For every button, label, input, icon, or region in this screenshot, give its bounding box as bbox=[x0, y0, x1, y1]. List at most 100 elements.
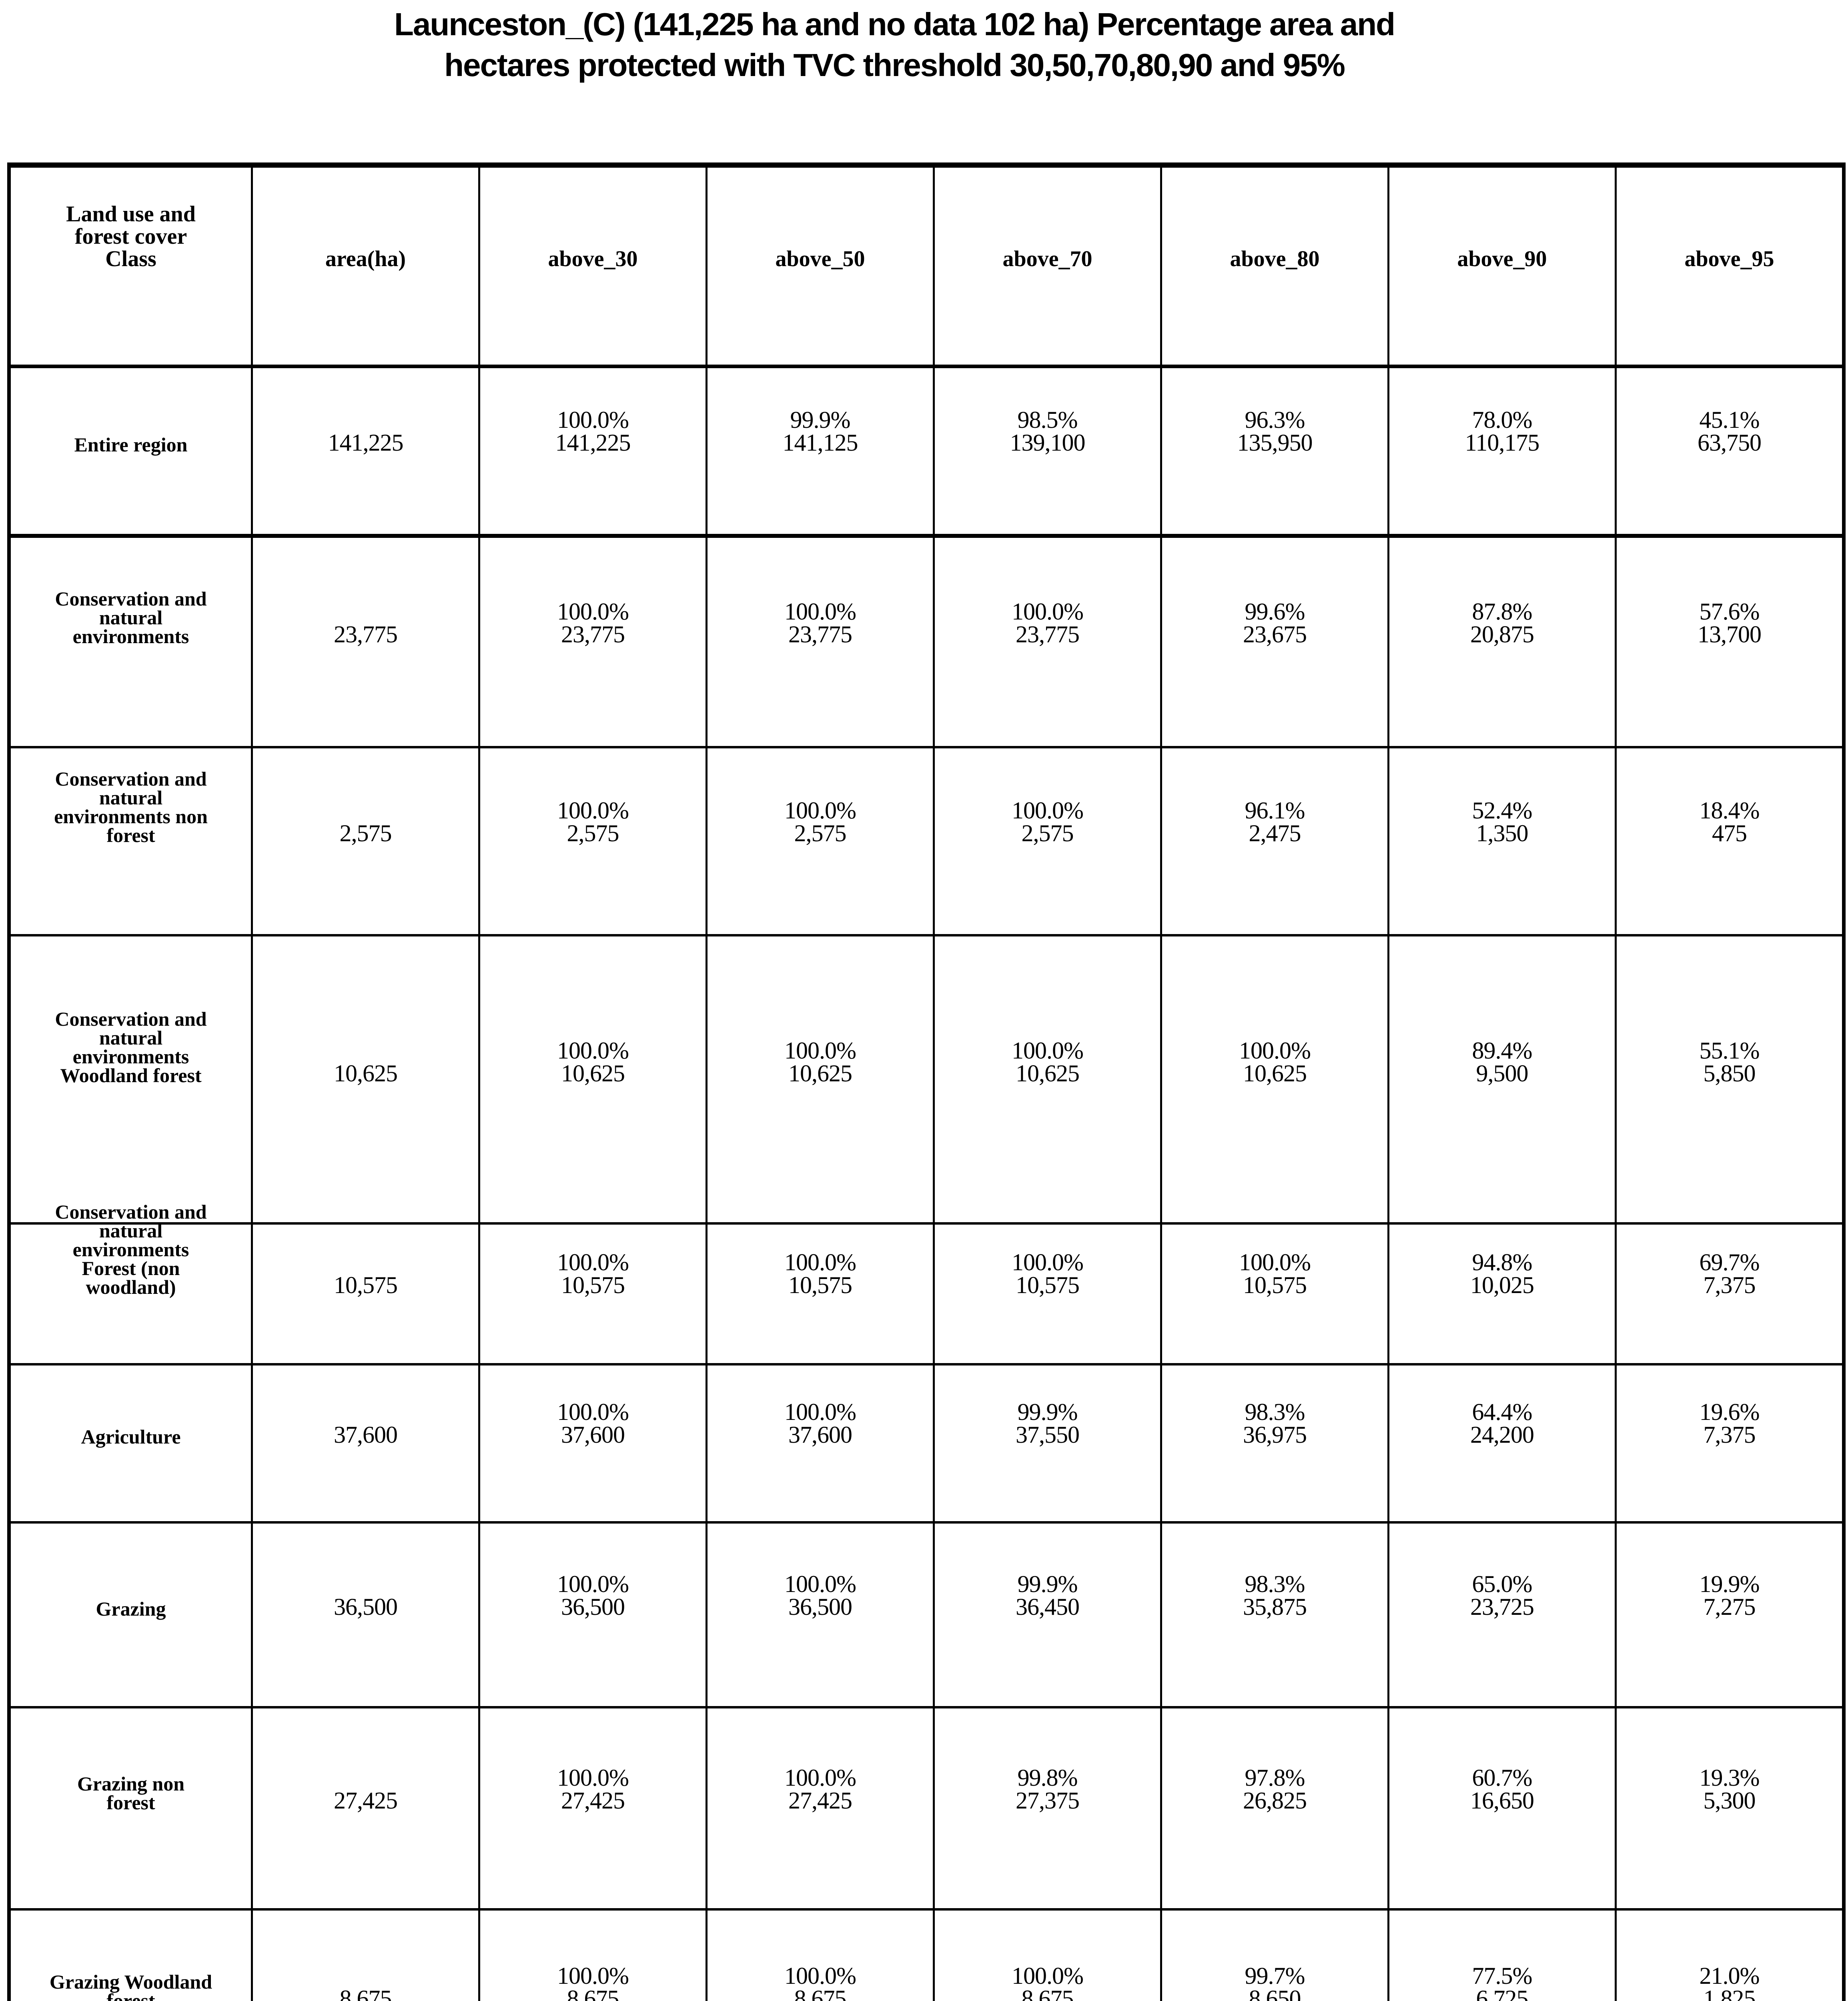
percent-value: 100.0% bbox=[1012, 797, 1084, 824]
value-cell: 100.0% 23,775 bbox=[706, 538, 933, 746]
percent-value: 98.5% bbox=[1017, 407, 1078, 433]
row-label-cell: Conservation and natural environments Wo… bbox=[55, 1008, 207, 1087]
value-cell: 100.0% 2,575 bbox=[706, 748, 933, 934]
area-cell: 10,575 bbox=[251, 1225, 478, 1363]
hectares-value: 26,825 bbox=[1243, 1787, 1307, 1814]
table-header-row: Land use and forest cover Class area(ha) a… bbox=[11, 168, 1842, 365]
hectares-value: 8,675 bbox=[567, 1985, 619, 2001]
percent-value: 100.0% bbox=[557, 1764, 629, 1791]
table-row: Conservation and natural environments 23,… bbox=[11, 534, 1842, 746]
percent-value: 100.0% bbox=[557, 407, 629, 433]
hectares-value: 27,425 bbox=[561, 1787, 625, 1814]
percent-value: 19.6% bbox=[1699, 1399, 1760, 1426]
value-cell: 77.5% 6,725 bbox=[1387, 1911, 1615, 2001]
percent-value: 77.5% bbox=[1472, 1962, 1533, 1989]
value-cell: 99.8% 27,375 bbox=[933, 1708, 1160, 1908]
percent-value: 100.0% bbox=[557, 1037, 629, 1064]
value-cell: 100.0% 2,575 bbox=[478, 748, 706, 934]
percent-value: 100.0% bbox=[557, 797, 629, 824]
value-cell: 99.9% 141,125 bbox=[706, 368, 933, 534]
row-label-cell: Conservation and natural environments bbox=[55, 587, 207, 648]
value-cell: 87.8% 20,875 bbox=[1387, 538, 1615, 746]
hectares-value: 6,725 bbox=[1476, 1985, 1529, 2001]
hectares-value: 475 bbox=[1712, 820, 1747, 847]
percent-value: 87.8% bbox=[1472, 598, 1533, 625]
value-cell: 100.0% 141,225 bbox=[478, 368, 706, 534]
hectares-value: 23,775 bbox=[788, 621, 852, 648]
value-cell: 97.8% 26,825 bbox=[1160, 1708, 1387, 1908]
hectares-value: 1,350 bbox=[1476, 820, 1529, 847]
value-cell: 100.0% 27,425 bbox=[478, 1708, 706, 1908]
value-cell: 100.0% 10,625 bbox=[478, 936, 706, 1222]
value-cell: 60.7% 16,650 bbox=[1387, 1708, 1615, 1908]
row-label-cell: Agriculture bbox=[81, 1426, 181, 1448]
hectares-value: 10,025 bbox=[1470, 1271, 1534, 1298]
percent-value: 64.4% bbox=[1472, 1399, 1533, 1426]
percent-value: 100.0% bbox=[784, 1249, 856, 1275]
value-cell: 100.0% 36,500 bbox=[706, 1524, 933, 1706]
percent-value: 100.0% bbox=[557, 598, 629, 625]
percent-value: 100.0% bbox=[557, 1571, 629, 1598]
table-row: Grazing 36,500 100.0% 36,500 100.0% 36,500 99.… bbox=[11, 1521, 1842, 1706]
percent-value: 100.0% bbox=[1239, 1037, 1311, 1064]
hectares-value: 7,275 bbox=[1703, 1594, 1756, 1620]
percent-value: 100.0% bbox=[557, 1399, 629, 1426]
percent-value: 65.0% bbox=[1472, 1571, 1533, 1598]
hectares-value: 23,675 bbox=[1243, 621, 1307, 648]
hectares-value: 36,450 bbox=[1016, 1594, 1080, 1620]
area-cell: 8,675 bbox=[251, 1911, 478, 2001]
table-row: Conservation and natural environments no… bbox=[11, 746, 1842, 934]
percent-value: 99.8% bbox=[1017, 1764, 1078, 1791]
column-header: above_50 bbox=[706, 168, 933, 365]
hectares-value: 8,675 bbox=[794, 1985, 847, 2001]
percent-value: 100.0% bbox=[557, 1962, 629, 1989]
percent-value: 99.6% bbox=[1245, 598, 1305, 625]
page-title-line1: Launceston_(C) (141,225 ha and no data 1… bbox=[394, 6, 1395, 42]
percent-value: 100.0% bbox=[784, 1037, 856, 1064]
value-cell: 100.0% 10,575 bbox=[1160, 1225, 1387, 1363]
value-cell: 78.0% 110,175 bbox=[1387, 368, 1615, 534]
hectares-value: 27,375 bbox=[1016, 1787, 1080, 1814]
hectares-value: 20,875 bbox=[1470, 621, 1534, 648]
value-cell: 100.0% 36,500 bbox=[478, 1524, 706, 1706]
value-cell: 100.0% 8,675 bbox=[933, 1911, 1160, 2001]
percent-value: 98.3% bbox=[1245, 1399, 1305, 1426]
value-cell: 100.0% 10,575 bbox=[933, 1225, 1160, 1363]
column-header: above_90 bbox=[1387, 168, 1615, 365]
hectares-value: 23,725 bbox=[1470, 1594, 1534, 1620]
value-cell: 57.6% 13,700 bbox=[1615, 538, 1842, 746]
value-cell: 100.0% 23,775 bbox=[933, 538, 1160, 746]
column-header: above_80 bbox=[1160, 168, 1387, 365]
value-cell: 100.0% 10,625 bbox=[706, 936, 933, 1222]
hectares-value: 37,600 bbox=[788, 1422, 852, 1448]
hectares-value: 27,425 bbox=[788, 1787, 852, 1814]
column-header: above_95 bbox=[1615, 168, 1842, 365]
area-cell: 141,225 bbox=[251, 368, 478, 534]
value-cell: 19.3% 5,300 bbox=[1615, 1708, 1842, 1908]
percent-value: 97.8% bbox=[1245, 1764, 1305, 1791]
value-cell: 89.4% 9,500 bbox=[1387, 936, 1615, 1222]
hectares-value: 141,125 bbox=[782, 429, 858, 456]
hectares-value: 36,975 bbox=[1243, 1422, 1307, 1448]
hectares-value: 139,100 bbox=[1010, 429, 1086, 456]
table-row: Conservation and natural environments Fo… bbox=[11, 1202, 1842, 1363]
value-cell: 19.9% 7,275 bbox=[1615, 1524, 1842, 1706]
value-cell: 98.3% 36,975 bbox=[1160, 1365, 1387, 1521]
area-cell: 36,500 bbox=[251, 1524, 478, 1706]
page-title: Launceston_(C) (141,225 ha and no data 1… bbox=[0, 4, 1789, 86]
row-label-cell: Entire region bbox=[74, 433, 188, 456]
value-cell: 21.0% 1,825 bbox=[1615, 1911, 1842, 2001]
hectares-value: 10,625 bbox=[1016, 1060, 1080, 1087]
value-cell: 65.0% 23,725 bbox=[1387, 1524, 1615, 1706]
percent-value: 69.7% bbox=[1699, 1249, 1760, 1275]
value-cell: 100.0% 10,625 bbox=[1160, 936, 1387, 1222]
page-title-line2: hectares protected with TVC threshold 30… bbox=[444, 47, 1345, 83]
table-row: Agriculture 37,600 100.0% 37,600 100.0% 37,60… bbox=[11, 1363, 1842, 1521]
percent-value: 94.8% bbox=[1472, 1249, 1533, 1275]
percent-value: 100.0% bbox=[784, 1764, 856, 1791]
hectares-value: 24,200 bbox=[1470, 1422, 1534, 1448]
percent-value: 99.7% bbox=[1245, 1962, 1305, 1989]
hectares-value: 2,575 bbox=[1021, 820, 1074, 847]
percent-value: 89.4% bbox=[1472, 1037, 1533, 1064]
percent-value: 100.0% bbox=[784, 598, 856, 625]
